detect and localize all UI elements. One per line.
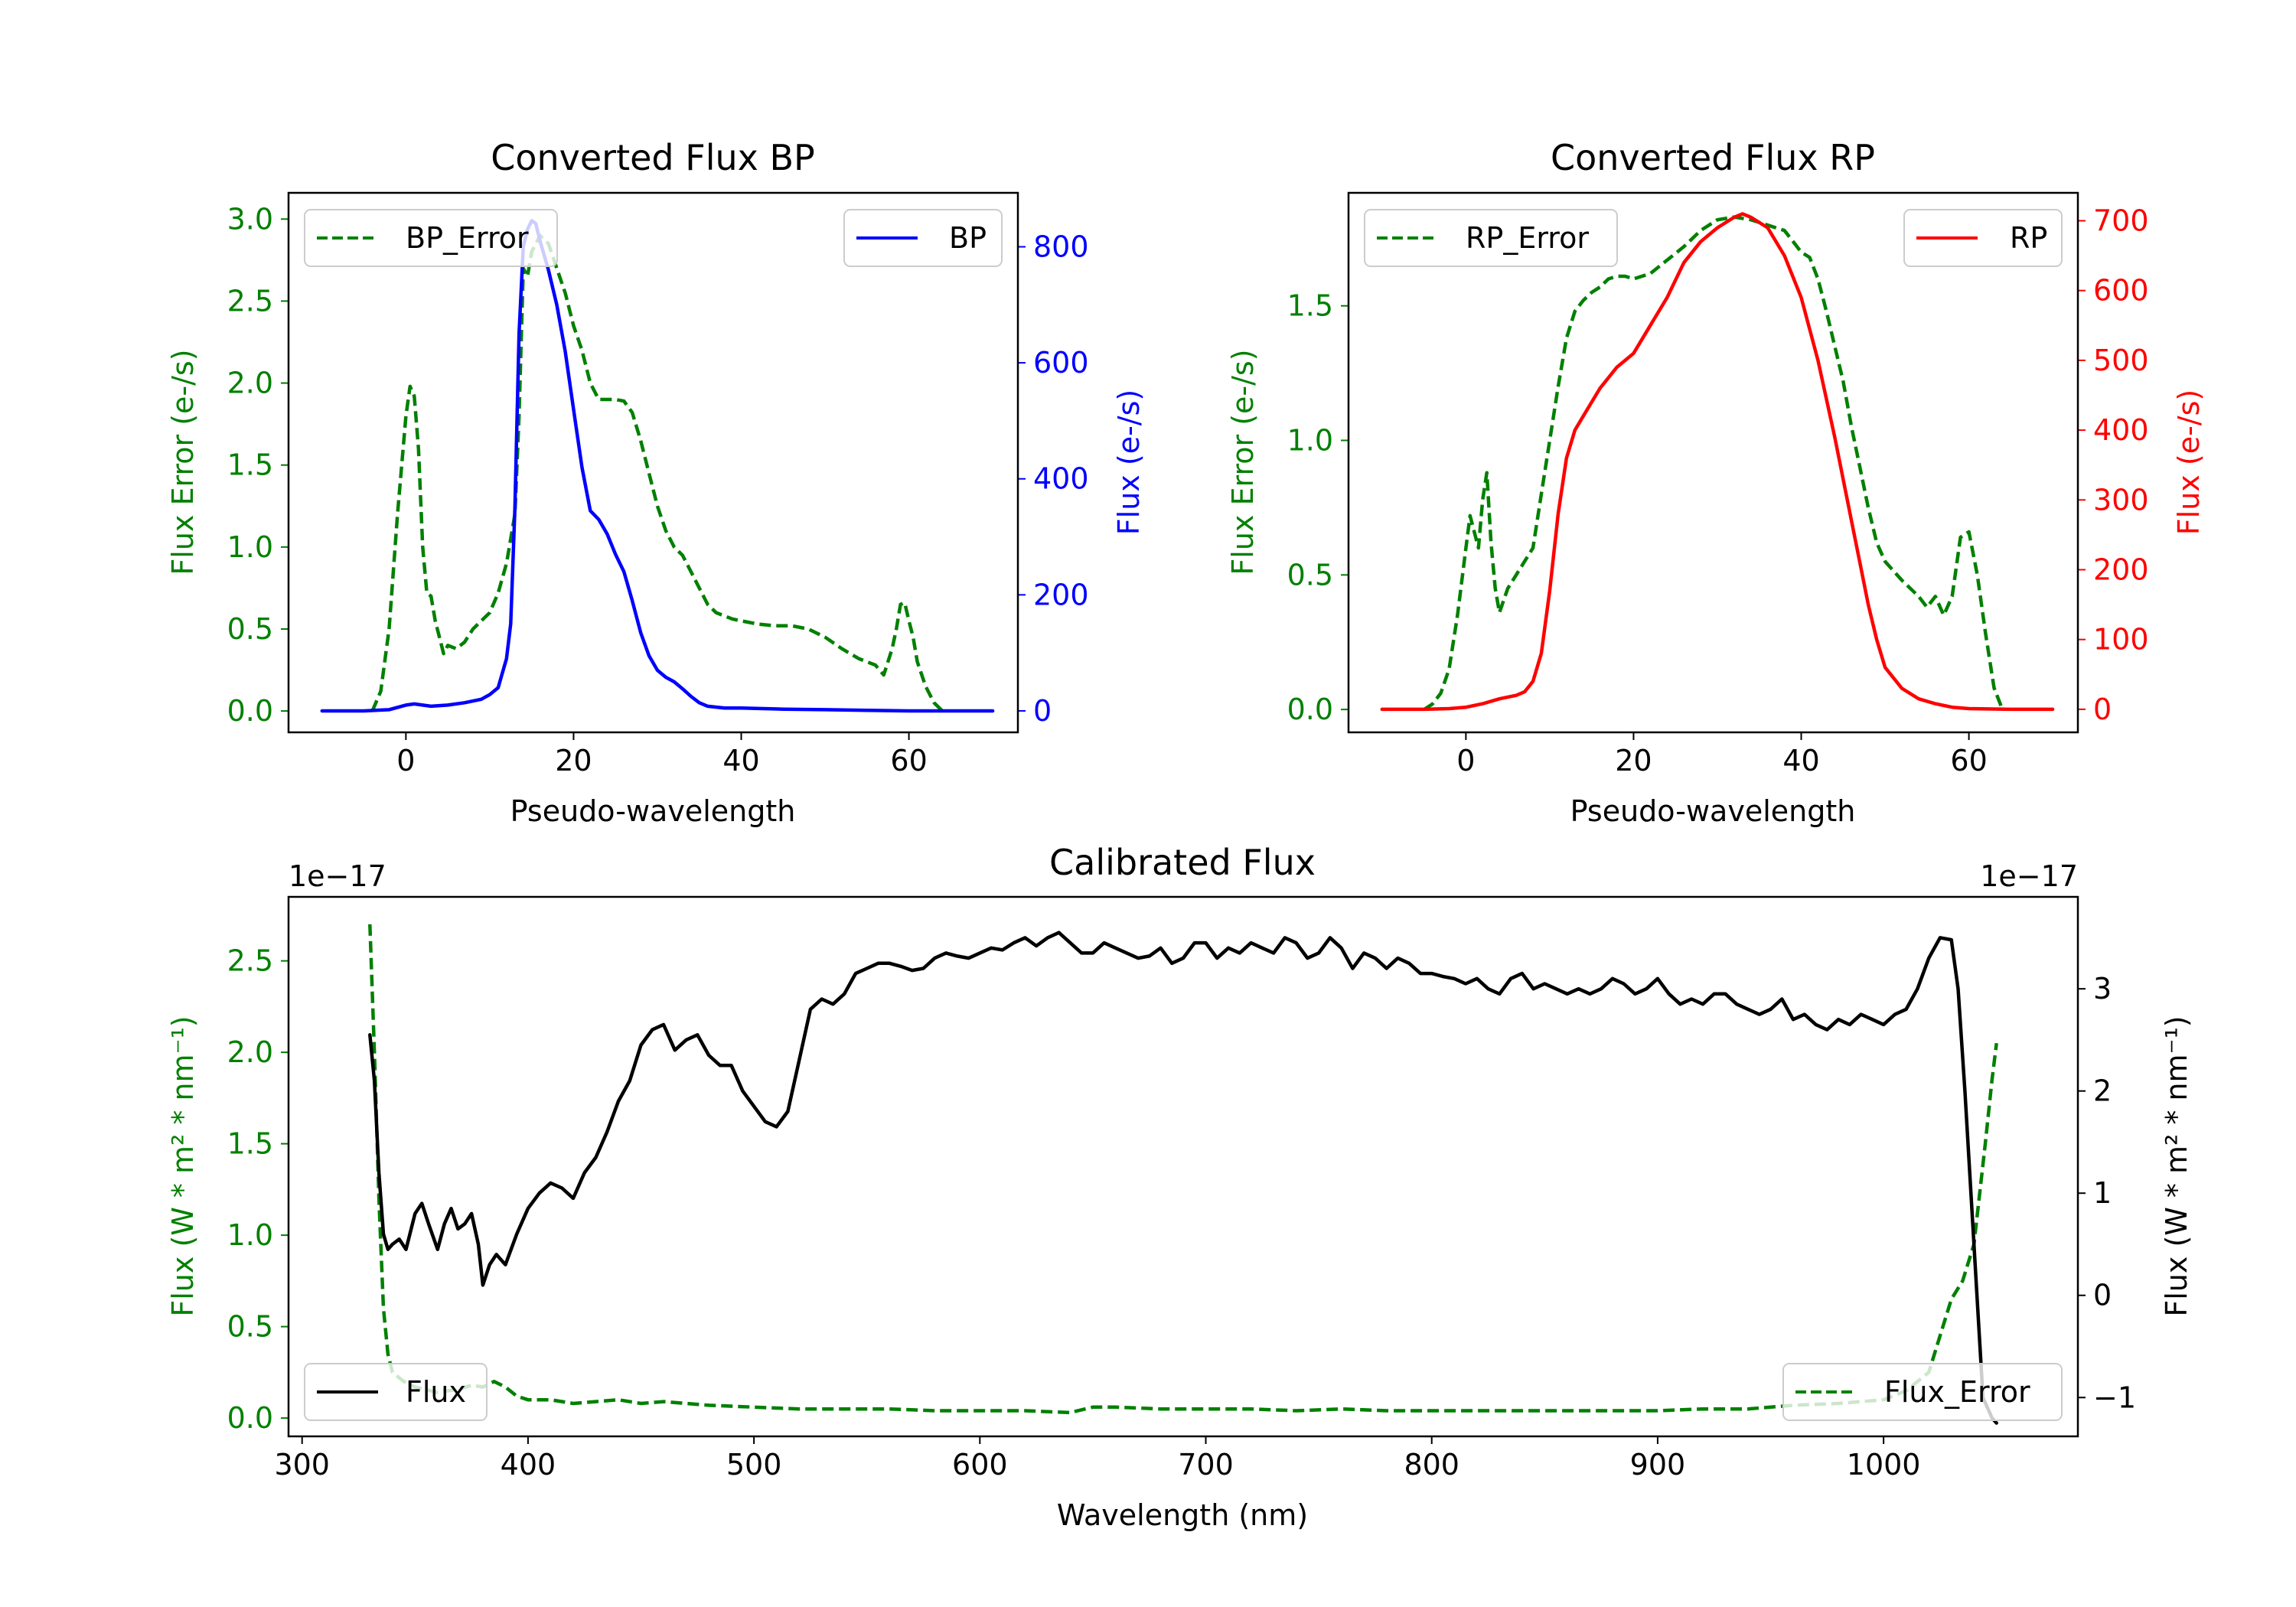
rp-ytick-right-label: 700 (2093, 204, 2149, 237)
rp-series-rp-error (1423, 215, 2004, 711)
rp-xtick-label: 40 (1782, 744, 1819, 777)
calibrated-ytick-right-label: 2 (2093, 1074, 2112, 1108)
bp-ytick-right-label: 600 (1033, 346, 1089, 380)
calibrated-xtick-label: 800 (1404, 1448, 1459, 1482)
rp-xtick-label: 20 (1615, 744, 1652, 777)
bp-ytick-left-label: 1.5 (227, 448, 273, 482)
rp-legend-left: RP_Error (1364, 209, 1618, 267)
bp-ytick-left-label: 0.5 (227, 612, 273, 646)
calibrated-ytick-left-label: 1.0 (227, 1218, 273, 1252)
bp-ytick-left-label: 3.0 (227, 202, 273, 236)
calibrated-ytick-left-label: 1.5 (227, 1127, 273, 1161)
rp-ytick-right-label: 400 (2093, 413, 2149, 447)
cal-legend-right-label: Flux_Error (1884, 1375, 2030, 1409)
rp-ytick-left-label: 1.0 (1287, 423, 1333, 457)
rp-legend-right-label: RP (2010, 221, 2047, 255)
rp-ytick-right-label: 300 (2093, 483, 2149, 517)
bp-legend-right-label: BP (949, 221, 987, 255)
bp-legend-right-box (843, 209, 1003, 267)
cal-plot-area: 300 400 500 600 700 800 900 1000 0.0 0.5 1.0 1.5 2.0… (227, 924, 2136, 1482)
panel-calibrated: Calibrated Flux 1e−17 1e−17 300 400 500 600… (166, 842, 2193, 1532)
rp-ytick-left-label: 0.5 (1287, 558, 1333, 592)
cal-offset-right: 1e−17 (1980, 859, 2078, 893)
rp-xlabel: Pseudo-wavelength (1570, 794, 1856, 828)
bp-ytick-left-label: 0.0 (227, 694, 273, 728)
cal-ylabel-right: Flux (W * m² * nm⁻¹) (2160, 1015, 2193, 1316)
bp-plot-area: 0 20 40 60 0.0 0.5 1.0 1.5 2.0 2.5 3.0 0 200 400 600 80… (227, 202, 1089, 777)
bp-ytick-right-label: 0 (1033, 694, 1052, 728)
rp-axes-frame (1347, 191, 2079, 734)
calibrated-series-flux (368, 931, 1998, 1425)
rp-ytick-right-label: 600 (2093, 274, 2149, 308)
calibrated-ytick-left-label: 2.5 (227, 944, 273, 978)
bp-ytick-left-label: 2.0 (227, 367, 273, 400)
calibrated-xtick-label: 700 (1178, 1448, 1234, 1482)
cal-title: Calibrated Flux (1049, 842, 1316, 883)
bp-ylabel-right: Flux (e-/s) (1112, 390, 1146, 535)
bp-legend-right: BP (843, 209, 1003, 267)
bp-xtick-label: 60 (890, 744, 927, 777)
rp-legend-left-label: RP_Error (1466, 221, 1589, 255)
rp-xtick-label: 0 (1456, 744, 1475, 777)
bp-xlabel: Pseudo-wavelength (510, 794, 796, 828)
cal-legend-left: Flux (304, 1363, 488, 1421)
bp-xtick-label: 0 (396, 744, 415, 777)
calibrated-xtick-label: 400 (501, 1448, 556, 1482)
panel-bp: Converted Flux BP 0 20 40 60 0.0 0.5 1.0 1.5 2.0… (166, 137, 1146, 828)
rp-legend-right-box (1903, 209, 2063, 267)
rp-ytick-right-label: 100 (2093, 623, 2149, 657)
bp-series-bp (320, 219, 995, 713)
calibrated-ytick-left-label: 0.0 (227, 1401, 273, 1435)
cal-axes-frame (287, 895, 2079, 1438)
bp-xtick-label: 20 (555, 744, 592, 777)
calibrated-ytick-right-label: 0 (2093, 1279, 2112, 1312)
cal-ylabel-left: Flux (W * m² * nm⁻¹) (166, 1015, 200, 1316)
rp-legend-right: RP (1903, 209, 2063, 267)
calibrated-ytick-right-label: 3 (2093, 972, 2112, 1006)
bp-series-bp-error (370, 233, 944, 712)
bp-xtick-label: 40 (722, 744, 759, 777)
calibrated-xtick-label: 900 (1630, 1448, 1686, 1482)
rp-ylabel-left: Flux Error (e-/s) (1226, 349, 1260, 575)
rp-ytick-left-label: 0.0 (1287, 693, 1333, 726)
rp-series-rp (1380, 212, 2055, 712)
bp-legend-left-label: BP_Error (406, 221, 529, 255)
calibrated-ytick-left-label: 0.5 (227, 1310, 273, 1344)
rp-ylabel-right: Flux (e-/s) (2172, 390, 2206, 535)
rp-plot-area: 0 20 40 60 0.0 0.5 1.0 1.5 0 100 200 300 400 500 600 70… (1287, 204, 2149, 777)
cal-legend-left-box (304, 1363, 488, 1421)
cal-legend-right: Flux_Error (1782, 1363, 2063, 1421)
rp-title: Converted Flux RP (1551, 137, 1875, 178)
rp-ytick-right-label: 0 (2093, 693, 2112, 726)
panel-rp: Converted Flux RP 0 20 40 60 0.0 0.5 1.0 1.5 0 10… (1226, 137, 2206, 828)
calibrated-ytick-right-label: 1 (2093, 1176, 2112, 1210)
calibrated-xtick-label: 1000 (1847, 1448, 1921, 1482)
cal-legend-left-label: Flux (406, 1375, 466, 1409)
calibrated-ytick-left-label: 2.0 (227, 1035, 273, 1069)
rp-legend-left-box (1364, 209, 1618, 267)
calibrated-xtick-label: 500 (726, 1448, 782, 1482)
rp-ytick-right-label: 500 (2093, 344, 2149, 377)
bp-ytick-left-label: 2.5 (227, 284, 273, 318)
calibrated-xtick-label: 600 (952, 1448, 1008, 1482)
bp-ytick-left-label: 1.0 (227, 530, 273, 564)
bp-ylabel-left: Flux Error (e-/s) (166, 349, 200, 575)
bp-ytick-right-label: 400 (1033, 462, 1089, 496)
cal-xlabel: Wavelength (nm) (1057, 1498, 1308, 1532)
bp-legend-left: BP_Error (304, 209, 558, 267)
rp-ytick-left-label: 1.5 (1287, 289, 1333, 323)
bp-ytick-right-label: 800 (1033, 230, 1089, 264)
bp-ytick-right-label: 200 (1033, 578, 1089, 611)
bp-legend-left-box (304, 209, 558, 267)
calibrated-xtick-label: 300 (274, 1448, 330, 1482)
bp-axes-frame (287, 191, 1019, 734)
rp-ytick-right-label: 200 (2093, 553, 2149, 586)
cal-legend-right-box (1782, 1363, 2063, 1421)
bp-title: Converted Flux BP (491, 137, 815, 178)
cal-offset-left: 1e−17 (289, 859, 386, 893)
calibrated-ytick-right-label: −1 (2093, 1380, 2136, 1414)
rp-xtick-label: 60 (1950, 744, 1987, 777)
